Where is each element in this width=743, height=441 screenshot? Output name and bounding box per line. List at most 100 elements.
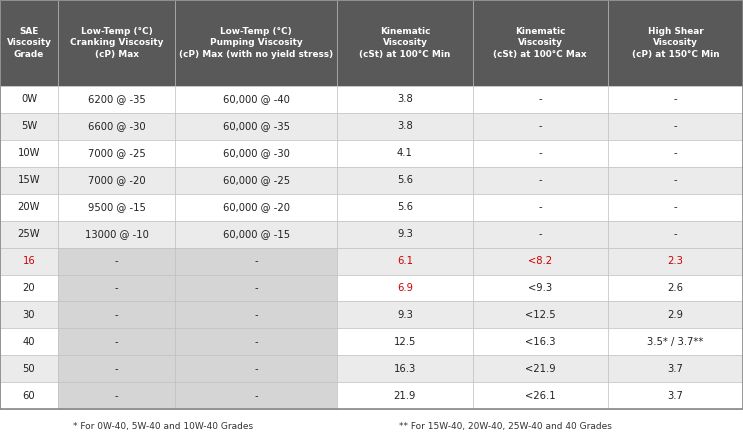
Bar — [473, 113, 608, 140]
Bar — [473, 86, 608, 113]
Bar — [58, 382, 175, 409]
Bar — [337, 0, 473, 86]
Text: 50: 50 — [23, 364, 35, 374]
Text: -: - — [539, 229, 542, 239]
Bar — [0, 355, 58, 382]
Text: 4.1: 4.1 — [397, 148, 413, 158]
Bar — [175, 86, 337, 113]
Bar — [337, 140, 473, 167]
Text: -: - — [115, 283, 118, 293]
Text: * For 0W-40, 5W-40 and 10W-40 Grades: * For 0W-40, 5W-40 and 10W-40 Grades — [74, 422, 253, 431]
Bar — [0, 382, 58, 409]
Bar — [58, 194, 175, 220]
Bar — [175, 220, 337, 247]
Text: 20W: 20W — [18, 202, 40, 212]
Bar — [473, 194, 608, 220]
Bar — [175, 113, 337, 140]
Bar — [58, 0, 175, 86]
Bar — [608, 140, 743, 167]
Text: 7000 @ -20: 7000 @ -20 — [88, 175, 146, 185]
Bar — [175, 194, 337, 220]
Text: -: - — [539, 148, 542, 158]
Text: <26.1: <26.1 — [525, 391, 556, 401]
Bar — [337, 247, 473, 275]
Text: -: - — [674, 175, 677, 185]
Bar — [0, 247, 58, 275]
Bar — [58, 329, 175, 355]
Bar — [473, 329, 608, 355]
Bar — [0, 275, 58, 302]
Bar — [175, 355, 337, 382]
Bar — [175, 247, 337, 275]
Text: 6600 @ -30: 6600 @ -30 — [88, 121, 146, 131]
Bar — [337, 86, 473, 113]
Bar — [175, 140, 337, 167]
Text: 2.9: 2.9 — [667, 310, 684, 320]
Bar — [608, 86, 743, 113]
Text: <8.2: <8.2 — [528, 256, 552, 266]
Text: 15W: 15W — [18, 175, 40, 185]
Bar — [473, 275, 608, 302]
Bar — [473, 0, 608, 86]
Text: 16: 16 — [22, 256, 36, 266]
Text: 9.3: 9.3 — [397, 229, 413, 239]
Text: 60: 60 — [23, 391, 35, 401]
Text: 6200 @ -35: 6200 @ -35 — [88, 94, 146, 105]
Text: 5.6: 5.6 — [397, 175, 413, 185]
Text: 0W: 0W — [21, 94, 37, 105]
Bar — [175, 329, 337, 355]
Text: 3.8: 3.8 — [397, 94, 413, 105]
Text: 2.3: 2.3 — [667, 256, 684, 266]
Text: -: - — [115, 364, 118, 374]
Bar — [0, 194, 58, 220]
Bar — [58, 220, 175, 247]
Bar — [608, 275, 743, 302]
Bar — [175, 302, 337, 329]
Text: 21.9: 21.9 — [394, 391, 416, 401]
Bar — [337, 220, 473, 247]
Text: <16.3: <16.3 — [525, 337, 556, 347]
Bar — [608, 113, 743, 140]
Bar — [473, 355, 608, 382]
Bar — [0, 220, 58, 247]
Bar — [473, 247, 608, 275]
Text: High Shear
Viscosity
(cP) at 150°C Min: High Shear Viscosity (cP) at 150°C Min — [632, 27, 719, 59]
Text: 60,000 @ -15: 60,000 @ -15 — [223, 229, 290, 239]
Text: 6.9: 6.9 — [397, 283, 413, 293]
Bar — [58, 86, 175, 113]
Text: -: - — [674, 202, 677, 212]
Bar — [608, 0, 743, 86]
Text: <21.9: <21.9 — [525, 364, 556, 374]
Bar — [58, 167, 175, 194]
Text: 20: 20 — [23, 283, 35, 293]
Bar — [58, 113, 175, 140]
Bar — [175, 167, 337, 194]
Text: 3.7: 3.7 — [667, 364, 684, 374]
Text: 40: 40 — [23, 337, 35, 347]
Text: 5.6: 5.6 — [397, 202, 413, 212]
Bar — [608, 329, 743, 355]
Text: Low-Temp (°C)
Pumping Viscosity
(cP) Max (with no yield stress): Low-Temp (°C) Pumping Viscosity (cP) Max… — [179, 27, 334, 59]
Text: -: - — [674, 121, 677, 131]
Text: 60,000 @ -40: 60,000 @ -40 — [223, 94, 290, 105]
Text: -: - — [255, 310, 258, 320]
Text: 5W: 5W — [21, 121, 37, 131]
Bar — [608, 355, 743, 382]
Bar — [58, 302, 175, 329]
Text: 60,000 @ -25: 60,000 @ -25 — [223, 175, 290, 185]
Bar — [608, 194, 743, 220]
Text: -: - — [115, 256, 118, 266]
Bar — [0, 86, 58, 113]
Bar — [337, 355, 473, 382]
Text: 30: 30 — [23, 310, 35, 320]
Bar — [337, 275, 473, 302]
Bar — [337, 167, 473, 194]
Bar — [175, 0, 337, 86]
Bar — [58, 355, 175, 382]
Bar — [337, 113, 473, 140]
Text: 3.8: 3.8 — [397, 121, 413, 131]
Text: Kinematic
Viscosity
(cSt) at 100°C Max: Kinematic Viscosity (cSt) at 100°C Max — [493, 27, 587, 59]
Bar — [608, 247, 743, 275]
Text: 60,000 @ -20: 60,000 @ -20 — [223, 202, 290, 212]
Text: -: - — [674, 229, 677, 239]
